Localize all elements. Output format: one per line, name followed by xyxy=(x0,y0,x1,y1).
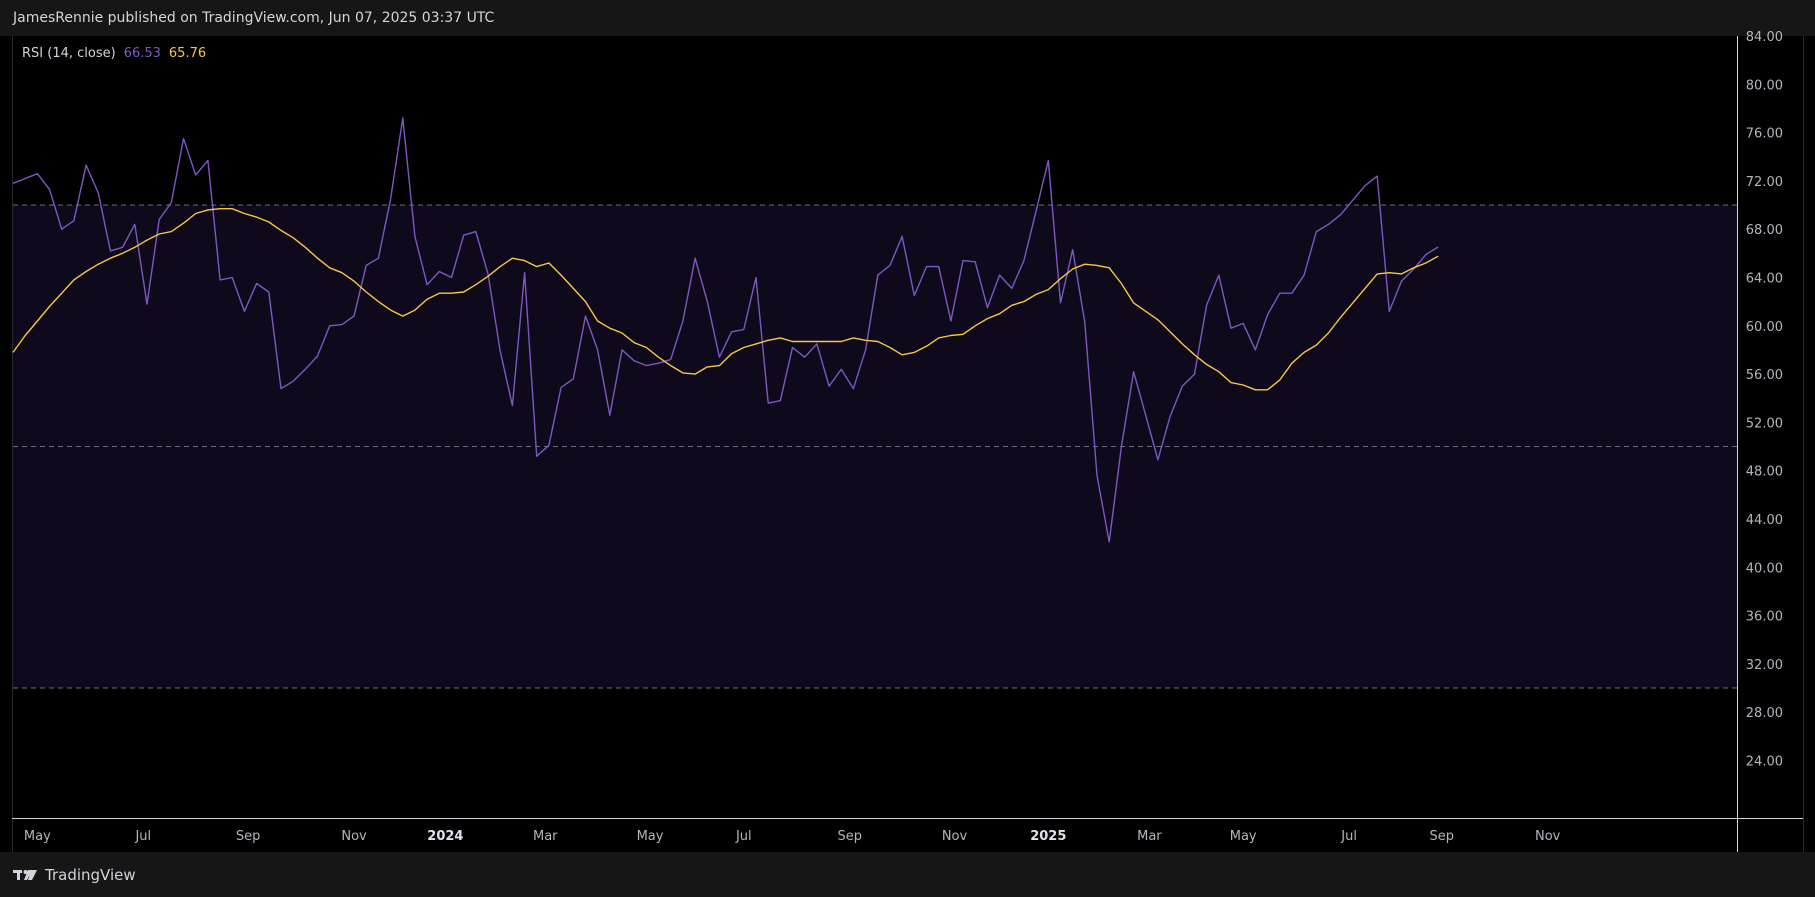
rsi-value: 66.53 xyxy=(123,46,161,61)
y-tick-label: 52.00 xyxy=(1746,416,1783,431)
x-tick-label: May xyxy=(637,829,664,844)
indicator-name: RSI (14, close) xyxy=(22,46,116,61)
y-tick-label: 76.00 xyxy=(1746,127,1783,142)
rsi-band-background xyxy=(13,205,1737,689)
x-tick-label: Mar xyxy=(533,829,558,844)
y-tick-label: 28.00 xyxy=(1746,706,1783,721)
y-tick-label: 24.00 xyxy=(1746,755,1783,770)
y-tick-label: 84.00 xyxy=(1746,30,1783,45)
brand-label: TradingView xyxy=(45,866,136,884)
x-tick-label: Jul xyxy=(134,829,151,844)
y-tick-label: 40.00 xyxy=(1746,561,1783,576)
y-tick-label: 72.00 xyxy=(1746,175,1783,190)
x-tick-label: Jul xyxy=(1340,829,1357,844)
x-tick-label: Sep xyxy=(838,829,863,844)
ma-value: 65.76 xyxy=(168,46,207,61)
y-tick-label: 56.00 xyxy=(1746,368,1783,383)
published-info: JamesRennie published on TradingView.com… xyxy=(13,10,495,26)
series-line-rsi xyxy=(12,117,1439,543)
x-tick-label: Nov xyxy=(341,829,367,844)
y-tick-label: 44.00 xyxy=(1746,513,1783,528)
x-tick-label: 2025 xyxy=(1030,829,1066,844)
y-tick-label: 64.00 xyxy=(1746,272,1783,287)
tradingview-brand[interactable]: TradingView xyxy=(13,866,136,884)
y-tick-label: 60.00 xyxy=(1746,320,1783,335)
x-tick-label: Sep xyxy=(1429,829,1454,844)
series-line-ma xyxy=(12,207,1439,391)
x-tick-label: Nov xyxy=(942,829,968,844)
x-tick-label: Mar xyxy=(1137,829,1162,844)
y-tick-label: 36.00 xyxy=(1746,610,1783,625)
x-tick-label: Jul xyxy=(735,829,752,844)
x-tick-label: May xyxy=(1230,829,1257,844)
y-tick-label: 32.00 xyxy=(1746,658,1783,673)
x-tick-label: 2024 xyxy=(427,829,463,844)
y-tick-label: 68.00 xyxy=(1746,223,1783,238)
top-bar: JamesRennie published on TradingView.com… xyxy=(0,0,1815,36)
y-tick-label: 80.00 xyxy=(1746,78,1783,93)
x-tick-label: May xyxy=(24,829,51,844)
x-tick-label: Nov xyxy=(1535,829,1561,844)
indicator-legend[interactable]: RSI (14, close) 66.53 65.76 xyxy=(22,46,206,61)
footer-bar xyxy=(0,852,1815,897)
x-tick-label: Sep xyxy=(236,829,261,844)
tradingview-logo-icon xyxy=(13,870,37,880)
y-tick-label: 48.00 xyxy=(1746,465,1783,480)
